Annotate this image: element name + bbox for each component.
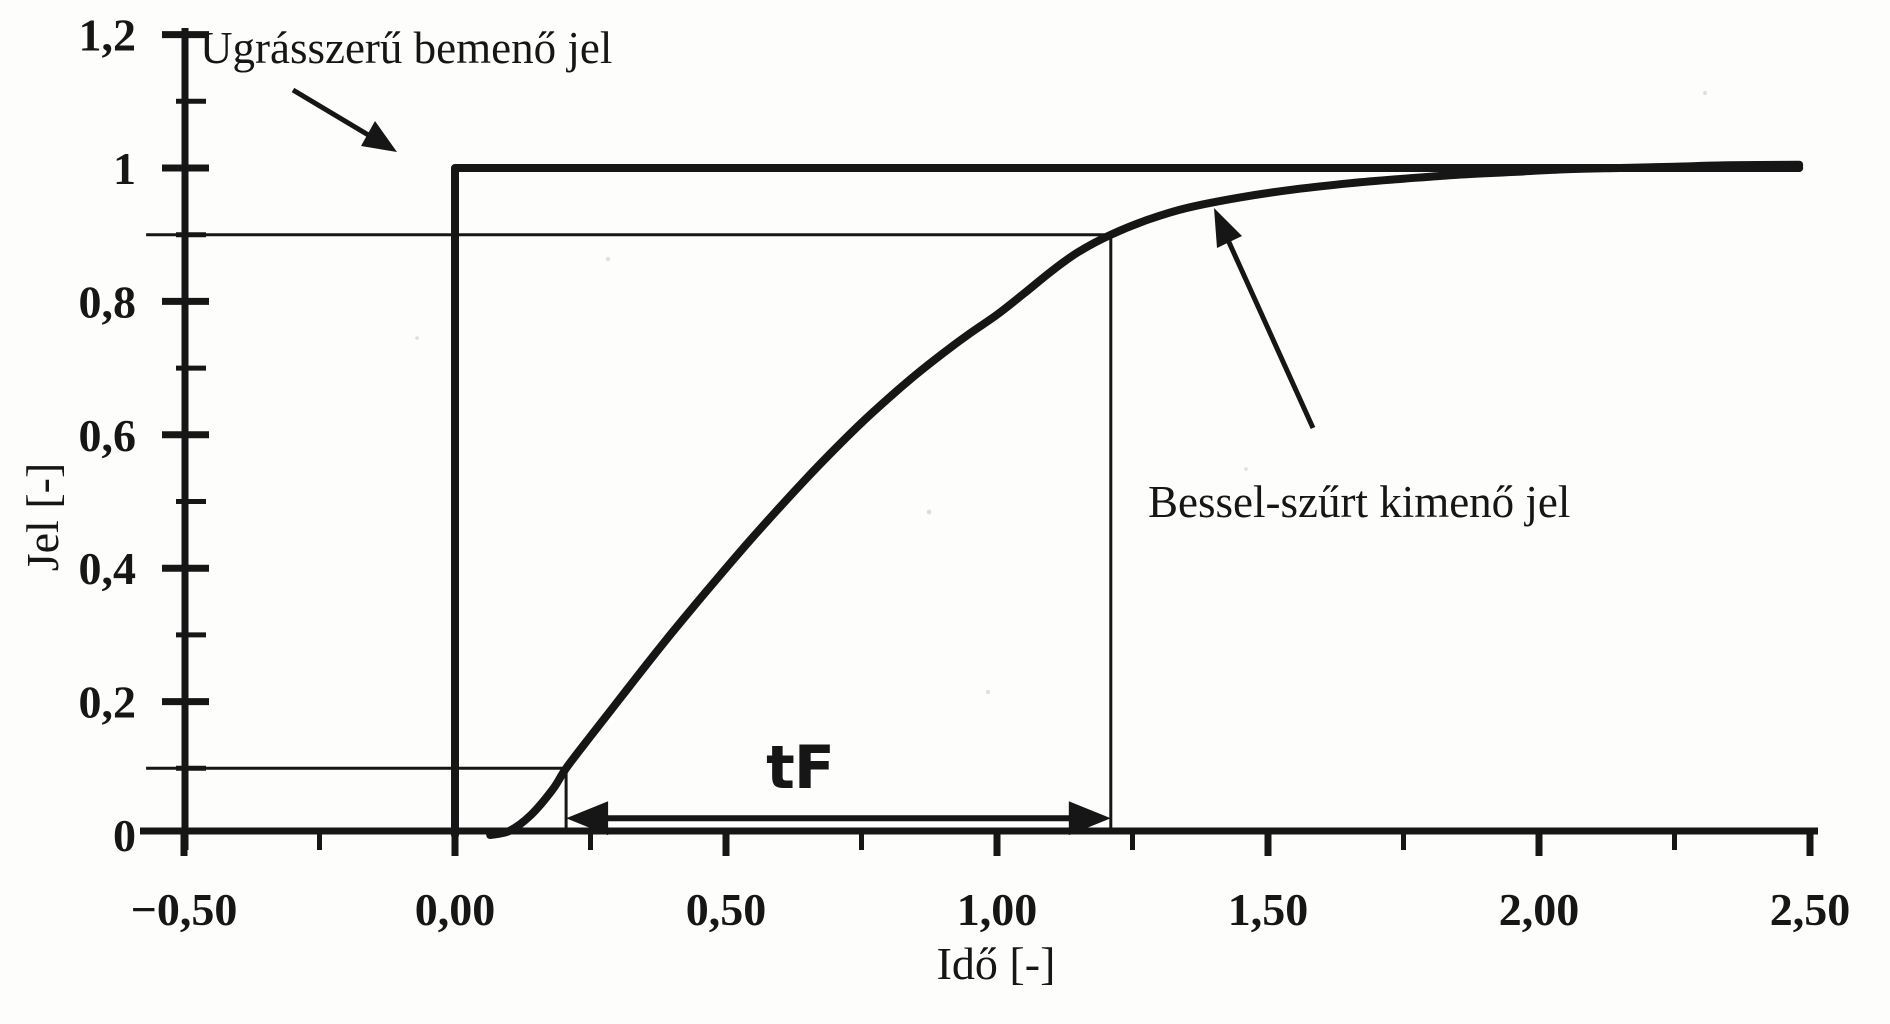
y-axis-title: Jel [-] xyxy=(17,463,68,572)
scan-noise-specks xyxy=(415,91,1707,694)
input-annotation-arrow-head-icon xyxy=(361,121,397,152)
x-axis-title: Idő [-] xyxy=(937,938,1056,989)
input-annotation-arrow-line xyxy=(291,87,372,139)
rise-time-arrow xyxy=(566,801,1111,836)
x-axis-tick-labels: −0,50 0,00 0,50 1,00 1,50 2,00 2,50 xyxy=(131,884,1851,935)
annotation-arrows xyxy=(291,87,1316,430)
y-tick-label: 0,2 xyxy=(79,677,137,728)
output-annotation-arrow-head-icon xyxy=(1214,208,1242,248)
data-series xyxy=(451,160,1804,839)
x-tick-label: 0,00 xyxy=(415,884,496,935)
x-tick-label: 2,00 xyxy=(1499,884,1580,935)
rise-time-arrow-head-left-icon xyxy=(566,801,609,836)
x-tick-label: 1,50 xyxy=(1228,884,1309,935)
rise-time-arrow-head-right-icon xyxy=(1068,801,1111,836)
y-tick-label: 1 xyxy=(113,143,136,194)
y-tick-label: 0,8 xyxy=(79,276,137,327)
x-tick-label: 1,00 xyxy=(957,884,1038,935)
x-tick-label: 2,50 xyxy=(1770,884,1851,935)
figure-labels: Ugrásszerű bemenő jel Bessel-szűrt kimen… xyxy=(17,23,1570,989)
x-tick-label: −0,50 xyxy=(131,884,238,935)
y-tick-label: 1,2 xyxy=(79,10,137,61)
rise-time-label: tF xyxy=(766,733,834,803)
output-annotation-label: Bessel-szűrt kimenő jel xyxy=(1148,477,1570,527)
x-tick-label: 0,50 xyxy=(686,884,767,935)
bessel-output-curve xyxy=(486,160,1804,839)
y-axis-ticks xyxy=(162,31,209,771)
output-annotation-arrow-line xyxy=(1225,238,1316,430)
input-annotation-label: Ugrásszerű bemenő jel xyxy=(200,23,612,73)
reference-lines xyxy=(146,233,1113,830)
y-tick-label: 0,4 xyxy=(79,543,137,594)
y-axis-tick-labels: 1,2 1 0,8 0,6 0,4 0,2 0 xyxy=(79,10,137,861)
y-tick-label: 0,6 xyxy=(79,410,137,461)
axes xyxy=(140,28,1818,850)
y-tick-label: 0 xyxy=(113,810,136,861)
x-axis-ticks xyxy=(180,829,1814,856)
step-input-line xyxy=(451,164,1804,839)
